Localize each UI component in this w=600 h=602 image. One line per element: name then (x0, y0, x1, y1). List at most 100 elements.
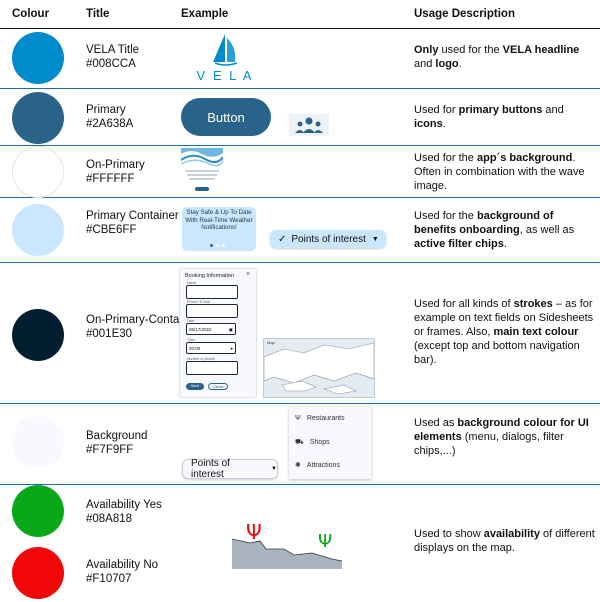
menu-label: Restaurants (306, 415, 345, 422)
colour-name: VELA Title (86, 44, 140, 56)
field-label: Phone / E-Mail (187, 300, 210, 304)
description-text: (except top and bottom navigation bar). (414, 340, 580, 366)
description-emphasis: strokes (513, 298, 553, 310)
header-usage: Usage Description (414, 8, 515, 20)
colour-title: Primary Container #CBE6FF (86, 209, 179, 237)
chip-label: Points of interest (291, 233, 366, 245)
map-frame: Map (263, 338, 375, 398)
description-text: (menu, dialogs, filter chips,...) (414, 431, 564, 457)
filter-chip[interactable]: Points of interest ▼ (182, 458, 278, 480)
cancel-button[interactable]: Cancel (208, 383, 228, 390)
calendar-icon: ▣ (228, 327, 233, 332)
description-text: – as for example on text fields on Sides… (414, 298, 594, 338)
name-field[interactable] (186, 285, 238, 299)
usage-description: Used for the app´s background. Often in … (414, 151, 598, 193)
colour-name: Primary (86, 104, 126, 116)
colour-swatch (12, 204, 64, 256)
group-icon (289, 114, 329, 136)
colour-name: Availability Yes (86, 499, 162, 511)
description-emphasis: VELA headline (502, 44, 580, 56)
map-label: Map (267, 340, 275, 345)
colour-swatch (12, 92, 64, 144)
colour-hex: #CBE6FF (86, 224, 137, 236)
colour-name: On-Primary (86, 159, 145, 171)
header-colour: Colour (12, 8, 50, 20)
row-primary: Primary #2A638A Button Used for primary … (0, 89, 600, 146)
description-text: Used for (414, 104, 459, 116)
dropdown-arrow-icon: ▼ (271, 466, 277, 472)
colour-hex: #001E30 (86, 328, 133, 340)
date-value: 06/17/2022 (189, 327, 212, 332)
description-text: Used as (414, 417, 458, 429)
colour-hex: #08A818 (86, 513, 133, 525)
menu-item-restaurants[interactable]: Ψ Restaurants (295, 415, 345, 422)
booking-sidesheet: Booking Information × Name Phone / E-Mai… (180, 269, 256, 397)
dropdown-arrow-icon: ▼ (371, 235, 379, 243)
table-header: Colour Title Example Usage Description (0, 0, 600, 29)
colour-swatch-yes (12, 485, 64, 537)
description-text: . (458, 58, 462, 70)
description-emphasis: active filter chips (414, 238, 504, 250)
time-field[interactable]: 20:00 ● (186, 342, 236, 354)
menu-item-shops[interactable]: ⛟ Shops (295, 438, 330, 447)
description-emphasis: background of benefits onboarding (414, 210, 554, 236)
description-text: , as well as (519, 224, 575, 236)
primary-button-example[interactable]: Button (181, 98, 271, 136)
clock-icon: ● (230, 346, 233, 351)
chip-label: Points of interest (191, 458, 230, 480)
colour-title-no: Availability No #F10707 (86, 558, 158, 586)
description-emphasis: main text colour (493, 326, 579, 338)
menu-item-attractions[interactable]: ✺ Attractions (295, 461, 340, 470)
usage-description: Only used for the VELA headline and logo… (414, 43, 598, 71)
vela-logo: V E L A (185, 32, 265, 84)
colour-name: Primary Container (86, 210, 179, 222)
colour-name: Background (86, 430, 148, 442)
map-image (264, 342, 374, 395)
phone-email-field[interactable] (186, 304, 238, 318)
onboarding-card-example: Stay Safe & Up To Date With Real-Time We… (182, 207, 256, 251)
colour-name: On-Primary-Container (86, 314, 199, 326)
description-text: . (503, 238, 507, 250)
description-emphasis: background colour for UI elements (414, 417, 589, 443)
usage-description: Used for all kinds of strokes – as for e… (414, 297, 598, 367)
description-text: and (542, 104, 564, 116)
colour-title: Primary #2A638A (86, 103, 133, 131)
description-text: . Often in combination with the wave ima… (414, 152, 585, 192)
colour-swatch-no (12, 547, 64, 599)
description-text: Used for the (414, 210, 477, 222)
check-icon: ✓ (278, 233, 287, 245)
onboarding-text: Stay Safe & Up To Date With Real-Time We… (185, 209, 253, 231)
app-background-example (180, 148, 224, 194)
menu-label: Attractions (306, 461, 340, 469)
description-text: Used for the (414, 152, 477, 164)
colour-title: On-Primary #FFFFFF (86, 158, 145, 186)
people-field[interactable] (186, 361, 238, 375)
colour-swatch (12, 146, 64, 198)
colour-hex: #F7F9FF (86, 444, 134, 456)
poi-menu: Ψ Restaurants ⛟ Shops ✺ Attractions (289, 407, 371, 479)
colour-title: On-Primary-Container #001E30 (86, 313, 198, 341)
colour-swatch (12, 416, 64, 468)
field-label: Name (187, 281, 197, 285)
colour-hex: #008CCA (86, 58, 136, 70)
colour-name: Availability No (86, 559, 159, 571)
booking-title: Booking Information (185, 273, 234, 279)
colour-hex: #2A638A (86, 118, 134, 130)
description-emphasis: app´s background (476, 152, 573, 164)
active-filter-chip[interactable]: ✓ Points of interest ▼ (270, 230, 386, 248)
availability-description: Used to show availability of different d… (414, 527, 598, 555)
description-text: used for the (438, 44, 503, 56)
description-text: Used to show (414, 528, 484, 540)
colour-swatch (12, 309, 64, 361)
close-icon[interactable]: × (246, 271, 251, 278)
row-on-primary-container: On-Primary-Container #001E30 Booking Inf… (0, 263, 600, 404)
header-example: Example (181, 8, 229, 20)
row-vela-title: VELA Title #008CCA V E L A Only used for… (0, 28, 600, 89)
attraction-icon: ✺ (295, 462, 301, 469)
date-field[interactable]: 06/17/2022 ▣ (186, 323, 236, 335)
send-button[interactable]: Send (186, 383, 204, 390)
usage-description: Used as background colour for UI element… (414, 416, 598, 458)
availability-map-example: Ψ Ψ (231, 517, 343, 569)
row-on-primary: On-Primary #FFFFFF Used for the app´s ba… (0, 146, 600, 198)
colour-title: VELA Title #008CCA (86, 43, 139, 71)
